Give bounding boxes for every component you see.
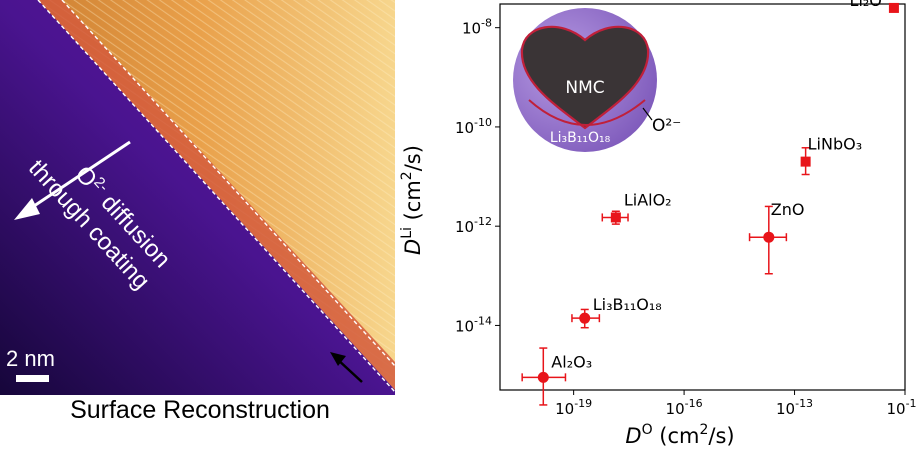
reconstruction-arrow (330, 352, 363, 383)
shell-label: Li₃B₁₁O₁₈ (550, 130, 611, 146)
marker-circle (763, 231, 775, 243)
plot-frame (499, 3, 906, 391)
marker-square (610, 212, 621, 223)
axes: 10-19 10-16 10-13 10-10 10-14 10-12 10-10 10-8 (455, 17, 917, 418)
scale-bar-label: 2 nm (6, 346, 55, 371)
interface-line-outer (61, 0, 395, 367)
diffusion-arrow (14, 140, 131, 220)
x-tick-label: 10-13 (776, 397, 813, 418)
y-tick-label: 10-10 (455, 116, 492, 137)
marker-circle (579, 312, 591, 324)
data-point: LiNbO₃ (800, 135, 863, 176)
data-points: Li₂O LiNbO₃ LiAlO₂ ZnO Li₃B₁₁O₁₈ Al₂O₃ (521, 0, 899, 406)
point-label: LiNbO₃ (808, 135, 863, 154)
inset-particle: NMC Li₃B₁₁O₁₈ O²⁻ (513, 8, 681, 152)
point-label: LiAlO₂ (624, 190, 672, 209)
x-tick-label: 10-19 (555, 397, 592, 418)
x-tick-label: 10-16 (666, 397, 703, 418)
point-label: ZnO (771, 200, 805, 219)
y-tick-label: 10-12 (455, 215, 492, 236)
y-tick-label: 10-8 (462, 17, 492, 38)
marker-square (888, 2, 899, 13)
marker-square (800, 156, 811, 167)
tem-micrograph: O2- diffusionthrough coating 2 nm (0, 0, 395, 395)
data-point: Li₂O (850, 0, 899, 13)
scale-bar (16, 375, 49, 382)
ion-pointer (642, 107, 653, 121)
y-tick-label: 10-14 (455, 314, 492, 335)
point-label: Li₂O (850, 0, 882, 10)
cut-edge (528, 99, 646, 126)
nmc-core (520, 25, 650, 130)
marker-circle (537, 371, 549, 383)
x-tick-label: 10-10 (886, 397, 917, 418)
data-point: ZnO (748, 200, 805, 275)
data-point: Al₂O₃ (521, 347, 592, 406)
x-axis-label: DO (cm2/s) (625, 422, 734, 448)
core-label: NMC (565, 78, 604, 98)
point-label: Li₃B₁₁O₁₈ (593, 295, 662, 314)
image-caption: Surface Reconstruction (70, 396, 330, 424)
point-label: Al₂O₃ (551, 352, 592, 371)
data-point: Li₃B₁₁O₁₈ (571, 295, 662, 329)
coating-region (0, 0, 395, 395)
data-point: LiAlO₂ (601, 190, 672, 225)
y-axis-label: DLi (cm2/s) (399, 145, 425, 255)
interface-line-inner (37, 0, 395, 393)
ion-label: O²⁻ (652, 116, 681, 136)
